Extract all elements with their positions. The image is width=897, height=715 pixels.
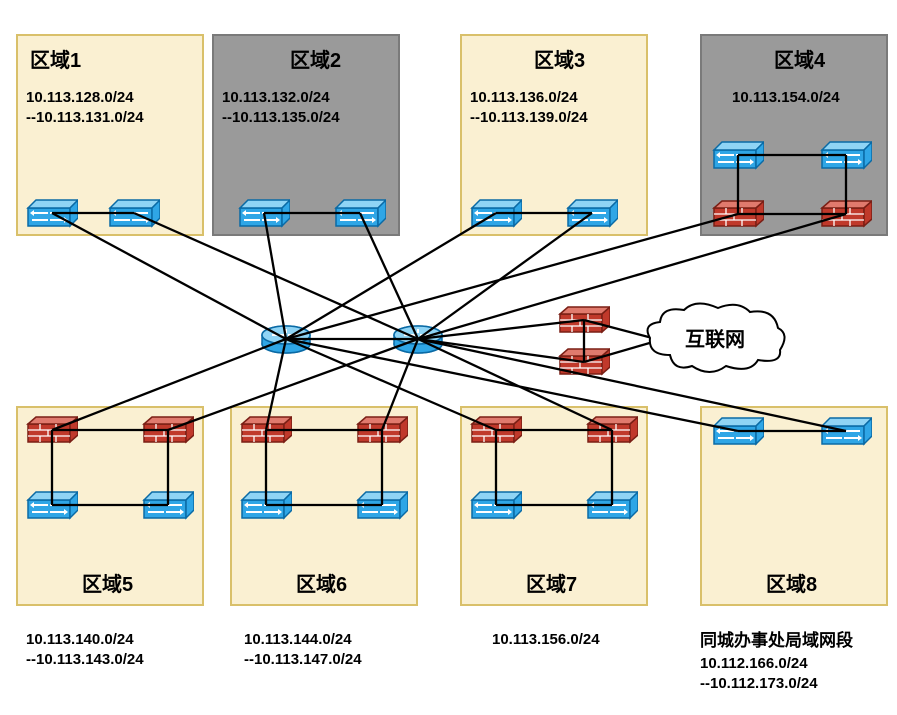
device-z5f2 — [142, 416, 194, 449]
device-z5f1 — [26, 416, 78, 449]
zone-8-heading: 同城办事处局域网段 — [700, 630, 853, 652]
device-midF2 — [558, 348, 610, 381]
zone-3-title: 区域3 — [534, 44, 585, 73]
device-z3s1 — [470, 198, 522, 233]
device-z6f1 — [240, 416, 292, 449]
device-z4s1 — [712, 140, 764, 175]
zone-6-title: 区域6 — [296, 568, 347, 597]
zone-2-subnet: 10.113.132.0/24 --10.113.135.0/24 — [222, 88, 340, 127]
zone-8-subnet: 10.112.166.0/24 --10.112.173.0/24 — [700, 654, 818, 693]
zone-6-subnet: 10.113.144.0/24 --10.113.147.0/24 — [244, 630, 362, 669]
device-z7f2 — [586, 416, 638, 449]
zone-7-subnet: 10.113.156.0/24 — [492, 630, 600, 650]
zone-2-title: 区域2 — [290, 44, 341, 73]
device-z7s2 — [586, 490, 638, 525]
zone-5-subnet: 10.113.140.0/24 --10.113.143.0/24 — [26, 630, 144, 669]
device-z8s2 — [820, 416, 872, 451]
device-z4f1 — [712, 200, 764, 233]
device-coreR2 — [392, 324, 444, 359]
zone-1-title: 区域1 — [30, 44, 81, 73]
device-z5s2 — [142, 490, 194, 525]
zone-4-subnet: 10.113.154.0/24 — [732, 88, 840, 108]
device-z1s2 — [108, 198, 160, 233]
device-z6s1 — [240, 490, 292, 525]
zone-5-title: 区域5 — [82, 568, 133, 597]
zone-7-title: 区域7 — [526, 568, 577, 597]
device-z6f2 — [356, 416, 408, 449]
device-z4f2 — [820, 200, 872, 233]
zone-1-subnet: 10.113.128.0/24 --10.113.131.0/24 — [26, 88, 144, 127]
diagram-canvas: 区域1 区域2 区域3 区域4 区域5 区域6 区域7 区域8 10.113.1… — [0, 0, 897, 715]
device-z2s2 — [334, 198, 386, 233]
zone-8-title: 区域8 — [766, 568, 817, 597]
device-coreR1 — [260, 324, 312, 359]
zone-3-subnet: 10.113.136.0/24 --10.113.139.0/24 — [470, 88, 588, 127]
device-z5s1 — [26, 490, 78, 525]
svg-text:互联网: 互联网 — [685, 328, 745, 351]
device-z3s2 — [566, 198, 618, 233]
zone-4-title: 区域4 — [774, 44, 825, 73]
device-z6s2 — [356, 490, 408, 525]
device-z4s2 — [820, 140, 872, 175]
device-z7s1 — [470, 490, 522, 525]
device-z7f1 — [470, 416, 522, 449]
device-z2s1 — [238, 198, 290, 233]
internet-cloud: 互联网 — [640, 300, 790, 385]
device-z1s1 — [26, 198, 78, 233]
device-z8s1 — [712, 416, 764, 451]
device-midF1 — [558, 306, 610, 339]
